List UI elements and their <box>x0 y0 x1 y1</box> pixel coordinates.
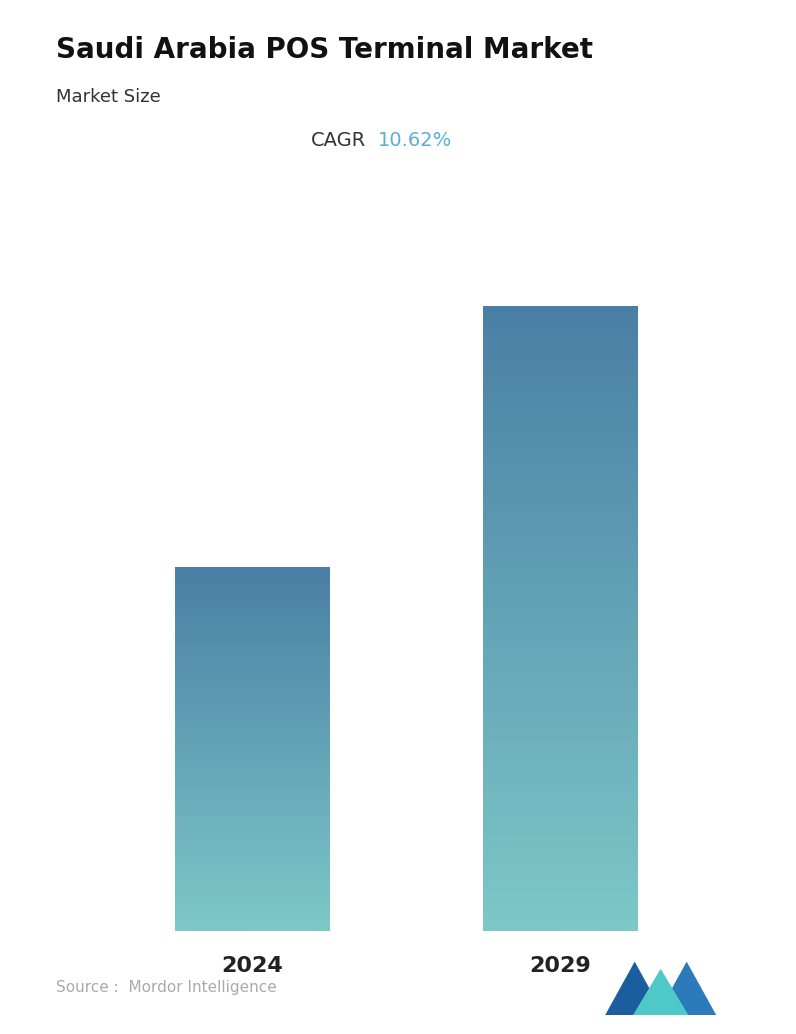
Polygon shape <box>605 962 665 1015</box>
Text: Market Size: Market Size <box>56 88 161 105</box>
Text: Saudi Arabia POS Terminal Market: Saudi Arabia POS Terminal Market <box>56 36 593 64</box>
Text: Source :  Mordor Intelligence: Source : Mordor Intelligence <box>56 979 276 995</box>
Text: 2024: 2024 <box>221 956 283 976</box>
Text: 10.62%: 10.62% <box>378 131 452 150</box>
Polygon shape <box>633 969 689 1015</box>
Text: 2029: 2029 <box>529 956 591 976</box>
Text: CAGR: CAGR <box>311 131 366 150</box>
Polygon shape <box>657 962 716 1015</box>
